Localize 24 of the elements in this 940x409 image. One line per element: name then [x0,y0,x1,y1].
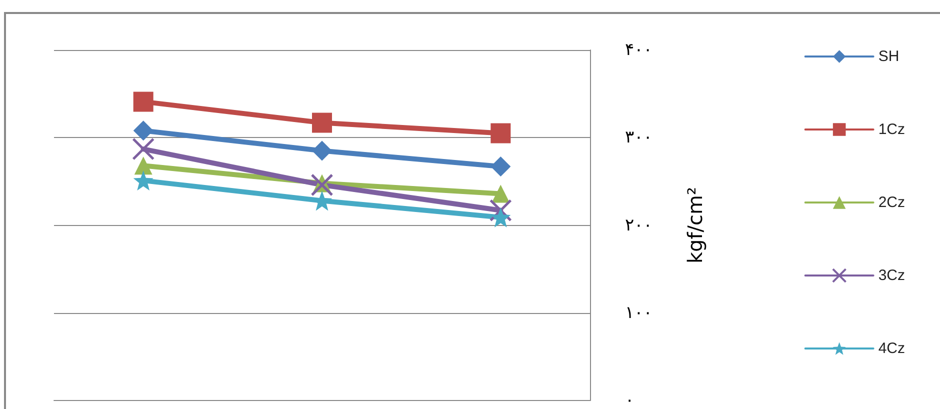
point [492,184,510,203]
legend-label: SH [878,48,900,65]
point [310,174,334,196]
legend-label: 3Cz [878,267,906,284]
y-tick-label: ۴۰۰ [625,40,652,60]
point [133,120,154,141]
point [133,170,154,191]
point [489,199,512,222]
y-tick-label: ۱۰۰ [625,302,652,323]
legend-label: 4Cz [878,340,906,357]
point [490,207,511,228]
y-tick-label: ۳۰۰ [625,128,652,148]
point [312,112,332,133]
point [132,138,155,160]
point [133,92,154,112]
point [490,156,511,177]
legend-label: 2Cz [878,194,906,211]
y-tick-label: ۲۰۰ [625,215,652,236]
point [312,140,332,161]
point [490,123,511,144]
point [134,156,152,175]
y-axis-title: kgf/cm² [683,186,707,264]
y-tick-label: ۰ [625,390,634,409]
legend-label: 1Cz [878,121,906,138]
